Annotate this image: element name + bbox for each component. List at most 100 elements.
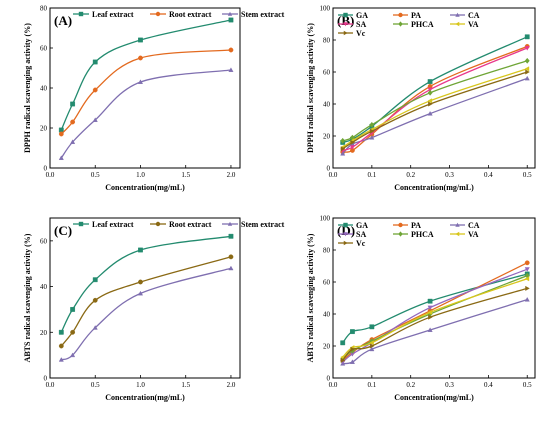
legend-label: VA	[468, 20, 479, 29]
series-line	[342, 60, 528, 142]
data-point	[137, 79, 144, 84]
legend-marker	[455, 222, 460, 227]
data-point	[427, 89, 433, 96]
legend-marker	[155, 221, 161, 227]
data-point	[427, 87, 433, 93]
panel-label: (A)	[54, 13, 72, 28]
data-point	[369, 128, 375, 134]
data-point	[58, 127, 64, 133]
x-tick-label: 0.1	[367, 171, 376, 179]
data-point	[92, 297, 98, 303]
data-point	[70, 119, 76, 125]
data-point	[369, 121, 375, 128]
legend-label: PHCA	[411, 20, 434, 29]
chart-panel: 0.0 0.1 0.2 0.3 0.4 0.5 0 20 40 60 80 100 Concentrat…	[306, 215, 536, 402]
x-tick-label: 0.0	[329, 381, 338, 389]
legend-marker	[227, 11, 233, 16]
x-axis-label: Concentration(mg/mL)	[105, 183, 185, 192]
data-point	[369, 343, 375, 349]
data-point	[92, 325, 98, 330]
legend-label: Root extract	[169, 220, 212, 229]
legend-marker	[343, 240, 348, 246]
x-tick-label: 0.0	[46, 171, 55, 179]
data-point	[228, 254, 234, 260]
x-tick-label: 0.2	[406, 171, 415, 179]
y-axis-label: ABTS radical scavenging activity (%)	[23, 233, 32, 362]
legend-marker	[398, 21, 403, 27]
data-point	[524, 46, 530, 51]
series-line	[342, 287, 528, 361]
y-tick-label: 0	[327, 165, 331, 173]
legend-label: PHCA	[411, 230, 434, 239]
series-line	[60, 19, 232, 131]
legend-marker	[78, 221, 84, 227]
legend-marker	[398, 222, 403, 228]
series-line	[60, 235, 232, 333]
data-point	[58, 343, 64, 349]
legend-label: PA	[411, 11, 421, 20]
data-point	[228, 67, 234, 72]
data-point	[524, 57, 530, 64]
data-point	[92, 59, 98, 65]
y-tick-label: 20	[323, 343, 331, 351]
y-axis-label: DPPH radical scavenging activity (%)	[306, 23, 315, 153]
legend-label: SA	[356, 230, 366, 239]
legend-marker	[343, 22, 348, 27]
legend-marker	[343, 30, 348, 36]
y-tick-label: 0	[44, 165, 48, 173]
series-line	[60, 69, 232, 159]
data-point	[428, 314, 433, 320]
plot-frame	[332, 7, 536, 169]
series-line	[342, 68, 528, 148]
legend-marker	[155, 11, 161, 17]
legend-marker	[227, 221, 233, 226]
y-axis-label: DPPH radical scavenging activity (%)	[23, 23, 32, 153]
legend-marker	[398, 231, 403, 237]
series-line	[342, 298, 528, 365]
legend-label: PA	[411, 221, 421, 230]
x-tick-label: 1.0	[136, 171, 145, 179]
legend-marker	[343, 222, 348, 228]
chart-panel: 0.0 0.5 1.0 1.5 2.0 0 20 40 60 Concentration(mg/m…	[23, 217, 285, 402]
series-line	[342, 45, 528, 153]
x-tick-label: 2.0	[227, 381, 236, 389]
data-point	[524, 296, 530, 302]
x-axis-label: Concentration(mg/mL)	[394, 183, 474, 192]
data-point	[138, 247, 143, 253]
data-point	[70, 307, 76, 312]
legend-label: Stem extract	[241, 220, 285, 229]
y-tick-label: 60	[323, 69, 331, 77]
y-tick-label: 40	[40, 283, 48, 291]
data-point	[138, 55, 143, 61]
data-point	[524, 260, 530, 266]
data-point	[525, 69, 530, 75]
legend-marker	[455, 12, 460, 17]
y-tick-label: 20	[40, 329, 48, 337]
data-point	[340, 340, 346, 346]
legend-label: Root extract	[169, 10, 212, 19]
data-point	[524, 66, 530, 72]
series-line	[60, 49, 232, 135]
x-tick-label: 0.5	[91, 381, 100, 389]
chart-panel: 0.0 0.1 0.2 0.3 0.4 0.5 0 20 40 60 80 100 Concentrat…	[306, 5, 536, 192]
x-tick-label: 0.1	[367, 381, 376, 389]
y-tick-label: 40	[40, 85, 48, 93]
plot-frame	[332, 217, 536, 379]
x-tick-label: 2.0	[227, 171, 236, 179]
data-point	[58, 329, 64, 335]
y-tick-label: 20	[40, 125, 48, 133]
data-point	[427, 327, 433, 332]
data-point	[58, 131, 64, 137]
y-tick-label: 60	[40, 45, 48, 53]
data-point	[349, 145, 355, 150]
series-line	[342, 77, 528, 155]
legend-label: GA	[356, 11, 368, 20]
series-line	[342, 278, 528, 358]
legend-label: GA	[356, 221, 368, 230]
x-tick-label: 0.3	[445, 381, 454, 389]
data-point	[58, 155, 64, 160]
y-tick-label: 80	[323, 37, 331, 45]
data-point	[228, 233, 234, 239]
x-tick-label: 0.5	[91, 171, 100, 179]
